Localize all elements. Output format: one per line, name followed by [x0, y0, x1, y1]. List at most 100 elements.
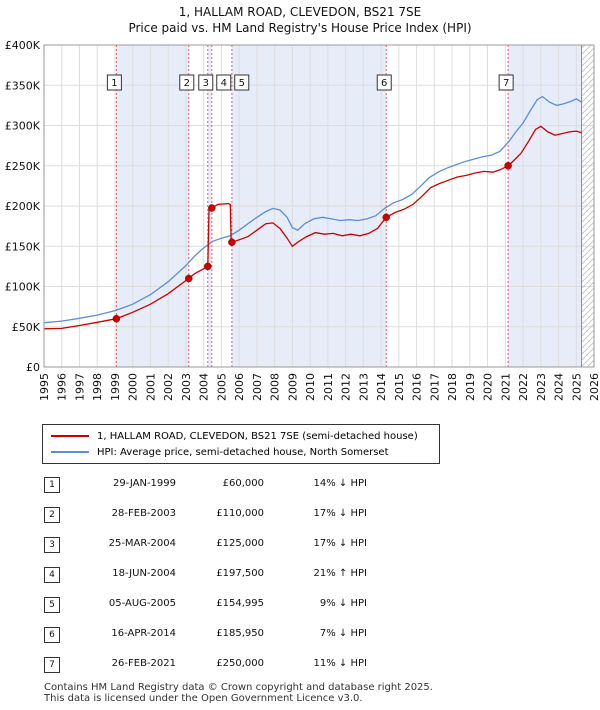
x-tick-label: 2014: [375, 373, 388, 401]
footer-licence: This data is licensed under the Open Gov…: [44, 693, 363, 704]
sale-price: £197,500: [216, 568, 264, 579]
x-tick-label: 2000: [127, 373, 140, 401]
sale-marker-box: [498, 74, 514, 91]
table-row: 3 25-MAR-2004 £125,000 17% ↓ HPI: [42, 532, 432, 562]
x-tick-label: 2007: [251, 373, 264, 401]
sale-marker-label: 2: [184, 78, 190, 89]
table-row: 1 29-JAN-1999 £60,000 14% ↓ HPI: [42, 472, 432, 502]
sale-number: 6: [44, 627, 60, 643]
sale-hpi-diff: 17% ↓ HPI: [313, 538, 367, 549]
y-tick-label: £350K: [5, 79, 41, 92]
sale-marker-label: 5: [239, 78, 245, 89]
legend-item-hpi: HPI: Average price, semi-detached house,…: [51, 444, 389, 460]
table-row: 7 26-FEB-2021 £250,000 11% ↓ HPI: [42, 652, 432, 682]
footer: Contains HM Land Registry data © Crown c…: [44, 682, 433, 704]
sale-marker-label: 4: [221, 78, 227, 89]
series-line: [44, 95, 582, 324]
legend-item-property: 1, HALLAM ROAD, CLEVEDON, BS21 7SE (semi…: [51, 428, 418, 444]
x-tick-label: 2016: [411, 373, 424, 401]
forecast-hatch: [581, 45, 594, 367]
sale-point: [228, 238, 236, 246]
sale-number: 7: [44, 657, 60, 673]
x-tick-label: 2025: [570, 373, 583, 401]
price-chart: 1, HALLAM ROAD, CLEVEDON, BS21 7SE Price…: [5, 5, 600, 401]
x-tick-label: 2008: [269, 373, 282, 401]
x-tick-label: 1995: [38, 373, 51, 401]
sale-number: 4: [44, 567, 60, 583]
sale-hpi-diff: 21% ↑ HPI: [313, 568, 367, 579]
y-tick-label: £0: [26, 361, 40, 374]
sale-price: £60,000: [222, 478, 264, 489]
sale-date: 26-FEB-2021: [111, 658, 176, 669]
sale-hpi-diff: 7% ↓ HPI: [319, 628, 367, 639]
sale-date: 16-APR-2014: [111, 628, 176, 639]
legend: 1, HALLAM ROAD, CLEVEDON, BS21 7SE (semi…: [42, 424, 440, 464]
sale-point: [112, 314, 121, 323]
sale-marker-box: [198, 74, 214, 91]
x-tick-label: 2005: [215, 373, 228, 401]
sale-point: [204, 262, 212, 271]
x-tick-label: 2002: [162, 373, 175, 401]
x-tick-label: 2011: [322, 373, 335, 401]
y-tick-label: £50K: [12, 321, 41, 334]
sale-date: 05-AUG-2005: [108, 598, 176, 609]
x-tick-label: 2015: [393, 373, 406, 401]
y-tick-label: £400K: [5, 39, 41, 52]
x-tick-label: 1996: [56, 373, 69, 401]
x-tick-label: 2006: [233, 373, 246, 401]
sale-hpi-diff: 11% ↓ HPI: [313, 658, 367, 669]
table-row: 6 16-APR-2014 £185,950 7% ↓ HPI: [42, 622, 432, 652]
sale-price: £250,000: [216, 658, 264, 669]
y-tick-label: £100K: [5, 281, 41, 294]
sale-number: 3: [44, 537, 60, 553]
x-tick-label: 1997: [73, 373, 86, 401]
sale-marker-box: [376, 74, 392, 91]
sale-hpi-diff: 17% ↓ HPI: [313, 508, 367, 519]
sale-marker-label: 6: [381, 78, 387, 89]
sale-price: £125,000: [216, 538, 264, 549]
sale-marker-label: 7: [503, 78, 509, 89]
sale-marker-box: [216, 74, 232, 91]
legend-swatch-property: [51, 435, 89, 437]
legend-label-hpi: HPI: Average price, semi-detached house,…: [97, 446, 389, 458]
sale-date: 18-JUN-2004: [112, 568, 176, 579]
x-tick-label: 2020: [482, 373, 495, 401]
chart-title: 1, HALLAM ROAD, CLEVEDON, BS21 7SE: [179, 5, 421, 19]
x-tick-label: 2001: [144, 373, 157, 401]
plot-frame: [43, 44, 595, 368]
sale-marker-box: [106, 74, 122, 91]
x-tick-label: 2021: [499, 373, 512, 401]
table-row: 4 18-JUN-2004 £197,500 21% ↑ HPI: [42, 562, 432, 592]
legend-label-property: 1, HALLAM ROAD, CLEVEDON, BS21 7SE (semi…: [97, 430, 418, 442]
x-tick-label: 2010: [304, 373, 317, 401]
sale-price: £185,950: [216, 628, 264, 639]
sale-point: [504, 162, 512, 170]
y-tick-label: £300K: [5, 120, 41, 133]
sale-number: 2: [44, 507, 60, 523]
x-tick-label: 2017: [428, 373, 441, 401]
legend-swatch-hpi: [51, 451, 89, 453]
x-tick-label: 2024: [553, 373, 566, 401]
y-tick-label: £250K: [5, 160, 41, 173]
sales-table: 1 29-JAN-1999 £60,000 14% ↓ HPI 2 28-FEB…: [42, 472, 432, 682]
sale-price: £154,995: [216, 598, 264, 609]
sale-marker-box: [234, 74, 250, 91]
footer-copyright: Contains HM Land Registry data © Crown c…: [44, 682, 433, 693]
x-tick-label: 2004: [198, 373, 211, 401]
y-tick-label: £150K: [5, 240, 41, 253]
sale-number: 1: [44, 477, 60, 493]
x-tick-label: 2022: [517, 373, 530, 401]
sale-hpi-diff: 9% ↓ HPI: [319, 598, 367, 609]
table-row: 2 28-FEB-2003 £110,000 17% ↓ HPI: [42, 502, 432, 532]
sale-date: 28-FEB-2003: [111, 508, 176, 519]
x-tick-label: 1999: [109, 373, 122, 401]
y-tick-label: £200K: [5, 200, 41, 213]
x-tick-label: 2012: [340, 373, 353, 401]
x-tick-label: 2023: [535, 373, 548, 401]
x-tick-label: 2019: [464, 373, 477, 401]
sale-marker-label: 3: [203, 78, 209, 89]
x-tick-label: 2009: [286, 373, 299, 401]
sale-point: [208, 204, 216, 212]
sale-number: 5: [44, 597, 60, 613]
